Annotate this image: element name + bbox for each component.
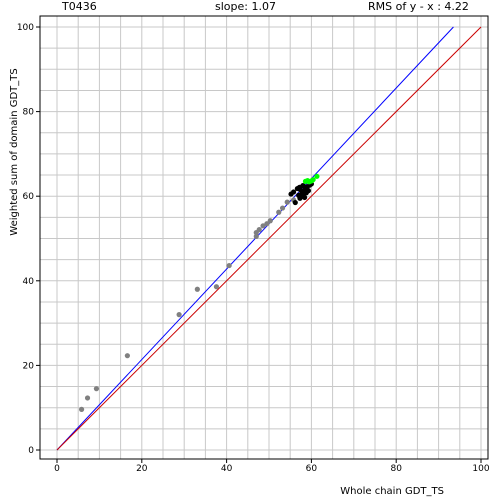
target-id-label: T0436 <box>62 0 97 13</box>
grey-data-point <box>276 209 282 215</box>
green-data-point <box>310 177 316 183</box>
axis-ticks: 0 20 40 60 80 100 0 20 40 60 80 100 <box>17 23 490 474</box>
grey-data-point <box>279 205 286 211</box>
slope-label: slope: 1.07 <box>215 0 276 13</box>
y-tick-label: 60 <box>23 192 35 202</box>
grey-data-point <box>256 227 262 233</box>
grey-data-point <box>253 233 259 239</box>
grey-data-point <box>93 386 100 392</box>
black-data-point <box>305 188 312 194</box>
data-points <box>78 173 320 412</box>
y-axis-label: Weighted sum of domain GDT_TS <box>9 68 20 235</box>
grey-data-point <box>226 262 232 269</box>
y-tick-label: 40 <box>23 277 35 287</box>
plot-frame <box>39 15 489 460</box>
x-tick-label: 60 <box>306 464 318 474</box>
grey-data-point <box>267 218 273 224</box>
black-data-point <box>292 199 298 206</box>
x-tick-label: 40 <box>221 464 233 474</box>
y-tick-label: 100 <box>17 23 34 33</box>
x-tick-label: 0 <box>54 464 60 474</box>
grey-data-point <box>284 199 290 205</box>
grey-data-point <box>124 353 130 359</box>
x-tick-label: 20 <box>136 464 148 474</box>
grey-data-point <box>194 286 200 292</box>
plot-area <box>40 16 488 459</box>
black-data-point <box>300 193 306 199</box>
grey-data-point <box>78 406 85 412</box>
y-tick-label: 20 <box>23 361 35 371</box>
grey-data-point <box>260 223 266 229</box>
identity-line <box>56 26 482 451</box>
black-data-point <box>290 189 297 195</box>
grey-data-point <box>213 284 220 290</box>
y-tick-label: 80 <box>23 108 35 118</box>
rms-label: RMS of y - x : 4.22 <box>368 0 469 13</box>
grid <box>40 16 488 459</box>
green-data-point <box>314 173 320 179</box>
y-tick-label: 0 <box>28 446 34 456</box>
grey-data-point <box>84 395 91 401</box>
x-axis-label: Whole chain GDT_TS <box>340 486 444 497</box>
x-tick-label: 80 <box>390 464 402 474</box>
grey-data-point <box>264 221 270 227</box>
x-tick-label: 100 <box>472 464 489 474</box>
grey-data-point <box>176 312 182 318</box>
